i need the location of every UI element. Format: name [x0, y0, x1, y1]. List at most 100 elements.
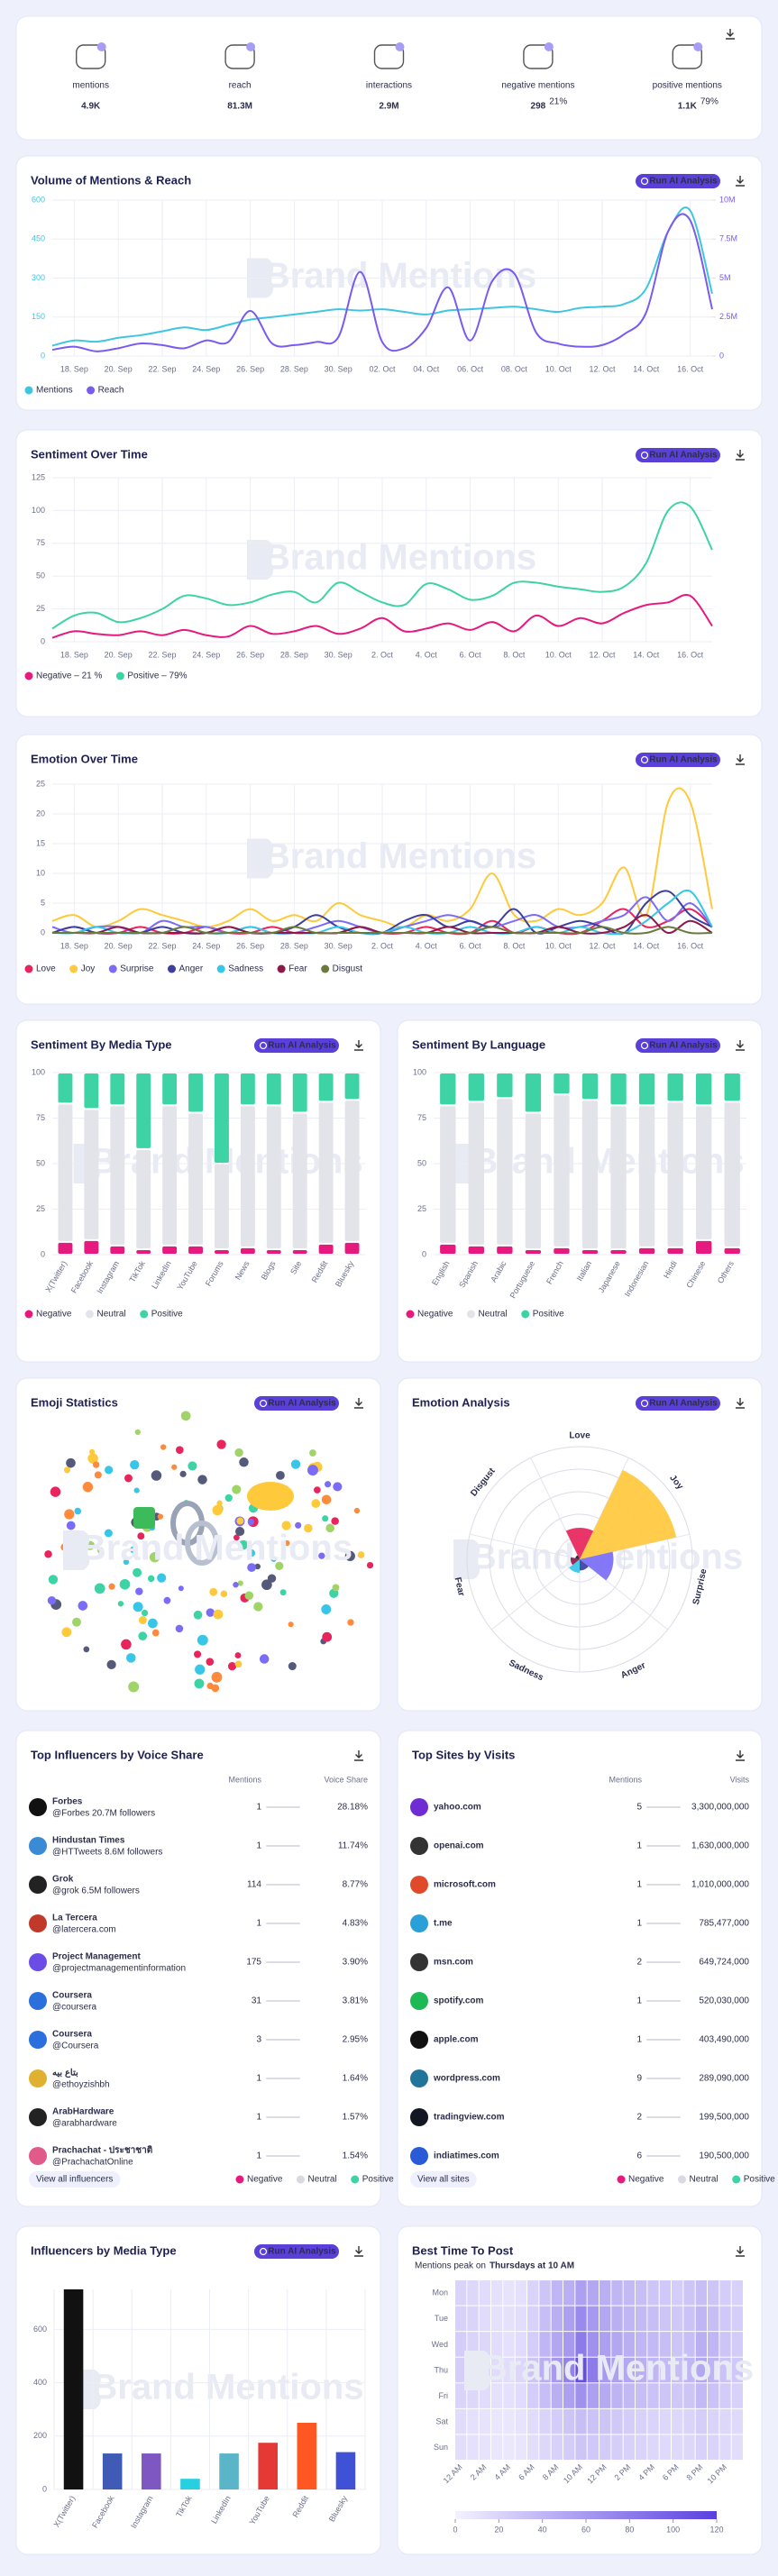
stat-value: 81.3M — [227, 102, 252, 112]
row-mentions: 1 — [636, 1880, 642, 1890]
card — [15, 1377, 381, 1712]
heat-cell — [600, 2332, 611, 2357]
legend-swatch — [24, 671, 33, 681]
sector — [569, 1559, 580, 1573]
avatar — [410, 1914, 428, 1932]
ai-button-label[interactable]: Run AI Analysis — [649, 1041, 718, 1051]
color-bar — [455, 2511, 717, 2519]
bar-segment — [240, 1073, 255, 1105]
download-button[interactable] — [354, 1750, 363, 1761]
download-button[interactable] — [736, 2246, 745, 2257]
download-button[interactable] — [354, 1398, 363, 1409]
row-name: ArabHardware — [52, 2107, 114, 2117]
view-all-button[interactable] — [29, 2171, 121, 2188]
heat-cell — [539, 2383, 551, 2408]
bar-segment — [318, 1073, 334, 1101]
bar-segment — [110, 1106, 125, 1245]
emoji — [108, 1583, 115, 1590]
bar-segment — [58, 1104, 73, 1241]
y-tick-label: 0 — [41, 351, 45, 360]
row-name: t.me — [434, 1919, 453, 1929]
row-value: 3.90% — [343, 1958, 368, 1968]
ai-button[interactable] — [254, 2244, 339, 2259]
emoji — [141, 1609, 149, 1617]
heat-cell — [455, 2280, 467, 2306]
heat-cell — [515, 2332, 526, 2357]
ai-button[interactable] — [636, 753, 720, 767]
legend-label: Sadness — [228, 964, 263, 974]
card-title: Volume of Mentions & Reach — [31, 173, 191, 187]
heat-cell — [479, 2280, 490, 2306]
download-button[interactable] — [736, 1040, 745, 1051]
ai-button[interactable] — [636, 174, 720, 188]
ai-button[interactable] — [636, 448, 720, 462]
emoji — [206, 1608, 215, 1617]
view-all-button[interactable] — [410, 2171, 477, 2188]
download-button[interactable] — [726, 29, 735, 40]
emoji — [171, 1464, 178, 1470]
download-button[interactable] — [736, 1398, 745, 1409]
ai-button-label[interactable]: Run AI Analysis — [268, 1399, 336, 1409]
x-tick-label: 12. Oct — [589, 650, 616, 659]
heat-cell — [672, 2383, 683, 2408]
emoji — [357, 1551, 365, 1558]
heat-cell — [503, 2408, 515, 2434]
stat-change: 21% — [549, 97, 567, 107]
row-handle: @coursera — [52, 2003, 96, 2013]
sector — [575, 1555, 580, 1559]
bar-segment — [318, 1102, 334, 1243]
series-line — [51, 206, 713, 347]
ai-button[interactable] — [254, 1038, 339, 1053]
download-button[interactable] — [736, 176, 745, 187]
bar-segment — [240, 1247, 255, 1254]
ai-button-label[interactable]: Run AI Analysis — [649, 755, 718, 765]
row-handle: @Forbes 20.7M followers — [52, 1809, 155, 1819]
stat-value: 298 — [531, 102, 546, 112]
ai-button-label[interactable]: Run AI Analysis — [268, 1041, 336, 1051]
ai-button[interactable] — [636, 1396, 720, 1411]
y-tick-label: 600 — [33, 2325, 47, 2334]
heat-cell — [551, 2383, 563, 2408]
bar-segment — [554, 1073, 570, 1094]
row-name: Hindustan Times — [52, 1836, 125, 1846]
row-name: Coursera — [52, 2030, 92, 2040]
view-all-link[interactable]: View all influencers — [36, 2175, 113, 2185]
download-button[interactable] — [354, 2246, 363, 2257]
ai-button-label[interactable]: Run AI Analysis — [649, 451, 718, 461]
bar — [258, 2443, 278, 2489]
ai-button-label[interactable]: Run AI Analysis — [649, 177, 718, 187]
ai-button-label[interactable]: Run AI Analysis — [268, 2247, 336, 2257]
heat-cell — [683, 2408, 695, 2434]
stat-icon — [373, 44, 405, 69]
heat-cell — [731, 2357, 743, 2383]
x-tick-label: 4. Oct — [416, 941, 438, 950]
bar-segment — [667, 1073, 683, 1101]
emoji — [47, 1595, 57, 1605]
x-tick-label: 2. Oct — [371, 650, 394, 659]
bar-segment — [266, 1249, 281, 1254]
ai-button[interactable] — [254, 1396, 339, 1411]
emoji — [138, 1616, 147, 1625]
bar-segment — [292, 1073, 307, 1112]
bar-segment — [188, 1073, 203, 1112]
heat-cell — [455, 2383, 467, 2408]
heat-cell — [575, 2280, 587, 2306]
download-button[interactable] — [736, 450, 745, 461]
x-tick-label: 22. Sep — [148, 650, 176, 659]
row-handle: @Coursera — [52, 2042, 99, 2051]
download-button[interactable] — [736, 754, 745, 765]
y-tick-label: 0 — [42, 2484, 47, 2493]
download-button[interactable] — [736, 1750, 745, 1761]
row-name: Project Management — [52, 1952, 141, 1962]
bar-segment — [215, 1249, 229, 1254]
heat-cell — [539, 2434, 551, 2460]
heat-cell — [647, 2357, 659, 2383]
y-tick-label: 75 — [36, 538, 45, 547]
download-button[interactable] — [354, 1040, 363, 1051]
legend-label: Positive – 79% — [127, 671, 187, 681]
ai-button[interactable] — [636, 1038, 720, 1053]
heat-cell — [563, 2357, 575, 2383]
ai-button-label[interactable]: Run AI Analysis — [649, 1399, 718, 1409]
row-value: 3,300,000,000 — [691, 1803, 749, 1813]
view-all-link[interactable]: View all sites — [417, 2175, 470, 2185]
